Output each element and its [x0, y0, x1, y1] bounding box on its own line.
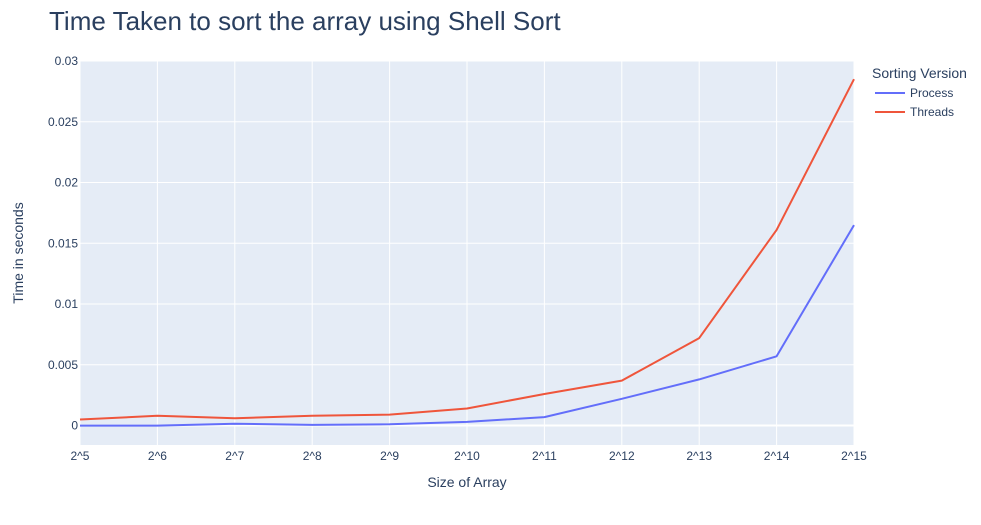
- series-lines: [79, 78, 855, 427]
- x-tick-label: 2^7: [225, 449, 244, 463]
- legend-label: Process: [910, 86, 953, 100]
- legend-item-threads[interactable]: Threads: [875, 105, 954, 119]
- y-tick-label: 0.02: [55, 176, 79, 190]
- legend-label: Threads: [910, 105, 954, 119]
- x-tick-label: 2^11: [532, 449, 557, 463]
- series-line-process: [80, 224, 855, 427]
- y-tick-label: 0.005: [48, 358, 78, 372]
- y-tick-label: 0.03: [55, 54, 79, 68]
- x-tick-label: 2^6: [148, 449, 167, 463]
- x-tick-label: 2^13: [686, 449, 712, 463]
- x-tick-label: 2^10: [454, 449, 480, 463]
- x-axis-title: Size of Array: [427, 474, 506, 490]
- grid: [79, 60, 855, 445]
- chart-title: Time Taken to sort the array using Shell…: [49, 6, 561, 36]
- x-tick-label: 2^14: [764, 449, 790, 463]
- y-axis-title: Time in seconds: [10, 202, 26, 303]
- legend: Sorting Version Process Threads: [872, 65, 967, 119]
- y-tick-label: 0.025: [48, 115, 78, 129]
- legend-title: Sorting Version: [872, 65, 967, 81]
- x-tick-label: 2^5: [71, 449, 90, 463]
- x-tick-label: 2^12: [609, 449, 635, 463]
- legend-item-process[interactable]: Process: [875, 86, 953, 100]
- x-tick-label: 2^15: [841, 449, 867, 463]
- y-tick-label: 0.01: [55, 297, 79, 311]
- y-tick-label: 0: [71, 419, 78, 433]
- y-axis-ticks: 0 0.005 0.01 0.015 0.02 0.025 0.03: [48, 54, 78, 433]
- x-tick-label: 2^9: [380, 449, 399, 463]
- x-axis-ticks: 2^5 2^6 2^7 2^8 2^9 2^10 2^11 2^12 2^13 2^14 2^15: [71, 449, 868, 463]
- x-tick-label: 2^8: [303, 449, 322, 463]
- y-tick-label: 0.015: [48, 236, 78, 250]
- series-line-threads: [79, 78, 855, 421]
